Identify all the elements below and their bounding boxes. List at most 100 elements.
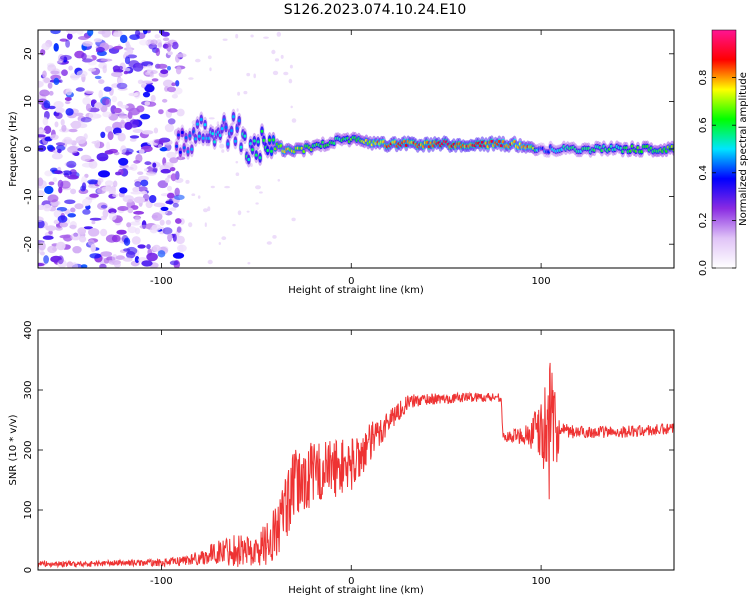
spectrogram-cell — [45, 225, 57, 232]
spectrogram-cell — [61, 69, 68, 76]
spectrogram-cell — [132, 129, 144, 133]
spectrogram-cell — [85, 90, 94, 94]
spectrogram-cell — [260, 129, 264, 133]
spectrogram-cell — [87, 179, 99, 185]
spectrogram-cell — [259, 191, 263, 194]
spectrogram-cell — [246, 210, 250, 213]
spectrogram-cell — [65, 30, 78, 35]
spectrogram-cell — [134, 181, 142, 188]
snr-y-ticks: 0 100 200 300 400 — [23, 320, 674, 573]
spectrogram-cell — [88, 228, 100, 237]
spectrogram-cell — [129, 135, 140, 139]
spectrogram-cell — [169, 167, 176, 172]
spectrogram-cell — [203, 208, 208, 213]
spectrogram-cell — [160, 168, 171, 174]
spectrogram-cell — [175, 66, 182, 75]
spectrogram-cell — [53, 150, 58, 154]
spectrogram-cell — [72, 246, 82, 254]
spectrogram-cell — [149, 195, 157, 203]
spectrogram-cell — [172, 233, 177, 242]
spectrogram-cell — [203, 123, 207, 127]
spectrogram-cell — [81, 176, 88, 185]
spectrogram-cell — [62, 170, 72, 176]
spectrogram-cell — [180, 130, 184, 135]
spectrogram-cell — [185, 179, 190, 184]
spectrogram-cell — [137, 244, 146, 249]
spectrogram-cell — [76, 30, 84, 35]
spectrogram-cell — [101, 186, 112, 192]
spectrogram-cell — [123, 237, 131, 246]
spectrogram-cell — [263, 36, 269, 39]
spectrogram-cell — [129, 138, 137, 142]
spectrogram-cell — [38, 219, 45, 229]
spectrogram-cell — [50, 134, 59, 140]
spectrogram-cell — [57, 148, 62, 154]
spectrogram-cell — [55, 107, 65, 114]
spectrogram-cell — [44, 125, 52, 134]
spectrogram-cell — [102, 65, 107, 74]
spectrogram-cell — [111, 254, 118, 262]
colorbar-gradient — [711, 29, 737, 269]
spectrogram-cell — [118, 65, 123, 70]
spectrogram-cell — [132, 186, 140, 193]
spectrogram-cell — [188, 77, 194, 80]
spectrogram-cell — [290, 105, 293, 109]
spectrogram-cell — [70, 188, 77, 195]
spectrogram-cell — [150, 94, 156, 102]
spectrogram-cell — [144, 168, 149, 172]
snr-panel: -100 0 100 0 100 200 300 400 Height of straigh… — [8, 320, 675, 596]
spectrogram-cell — [88, 67, 97, 72]
spectrogram-cell — [57, 179, 64, 189]
spectrogram-cell — [115, 255, 126, 260]
spectrogram-cell — [218, 242, 221, 245]
spectrogram-cell — [108, 190, 116, 195]
spectrogram-heatmap — [38, 30, 674, 268]
spectrogram-cell — [43, 100, 51, 109]
spectrogram-cell — [251, 148, 254, 152]
spectrogram-cell — [100, 204, 108, 209]
spectrogram-cell — [82, 97, 92, 105]
spectrogram-cell — [113, 45, 124, 50]
spectrogram-cell — [175, 235, 185, 245]
spectrogram-cell — [77, 227, 87, 235]
spectrogram-cell — [146, 244, 151, 250]
spectrogram-cell — [226, 142, 230, 146]
spectrogram-cell — [274, 58, 280, 62]
spectrogram-cell — [87, 30, 94, 37]
spectrogram-cell — [237, 119, 241, 123]
spectrogram-cell — [167, 185, 172, 192]
y-tick-label: -10 — [23, 188, 34, 204]
spectrogram-cell — [124, 56, 131, 65]
spectrogram-cell — [283, 71, 289, 76]
spectrogram-cell — [239, 145, 243, 149]
spectrogram-cell — [235, 172, 240, 176]
spectrogram-cell — [98, 79, 105, 84]
spectrogram-cell — [96, 152, 109, 162]
spectrogram-y-ticks: -20 -10 0 10 20 — [23, 47, 674, 252]
spectrogram-cell — [142, 30, 148, 35]
spectrogram-cell — [91, 99, 97, 104]
spectrogram-cell — [91, 220, 96, 225]
spectrogram-cell — [108, 208, 117, 214]
spectrogram-cell — [38, 216, 44, 223]
spectrogram-cell — [268, 138, 271, 142]
spectrogram-cell — [102, 111, 112, 118]
spectrogram-cell — [232, 223, 236, 227]
spectrogram-cell — [94, 102, 103, 109]
spectrogram-cell — [46, 144, 54, 151]
spectrogram-cell — [138, 149, 145, 154]
spectrogram-cell — [250, 34, 254, 38]
spectrogram-cell — [137, 79, 144, 85]
spectrogram-cell — [50, 70, 60, 75]
spectrogram-cell — [158, 109, 164, 115]
colorbar-tick-label: 0.4 — [698, 165, 709, 181]
spectrogram-cell — [119, 187, 128, 194]
spectrogram-cell — [139, 39, 149, 46]
spectrogram-cell — [151, 78, 159, 82]
spectrogram-cell — [80, 264, 88, 268]
y-tick-label: 400 — [23, 320, 34, 339]
spectrogram-cell — [53, 101, 64, 109]
spectrogram-cell — [42, 117, 49, 126]
spectrogram-cell — [133, 160, 141, 164]
y-tick-label: 200 — [23, 440, 34, 459]
